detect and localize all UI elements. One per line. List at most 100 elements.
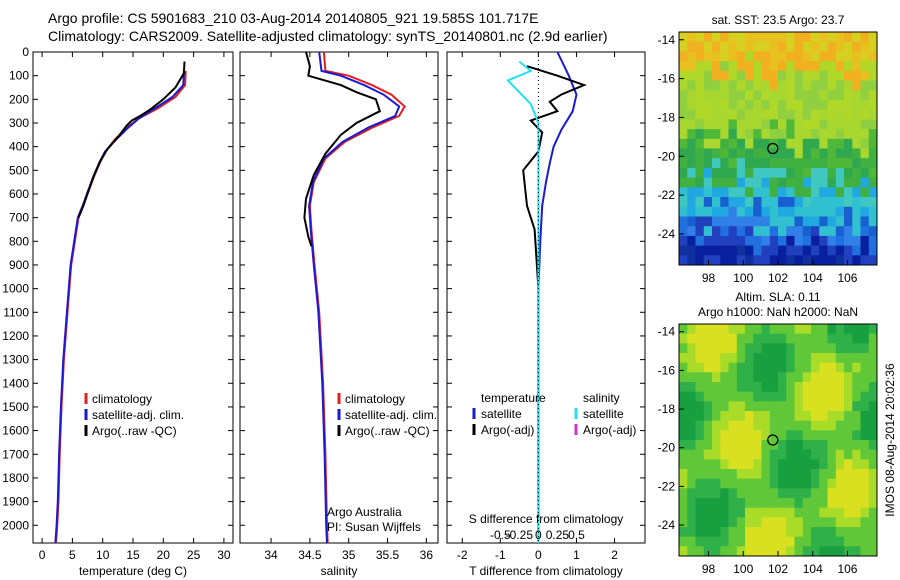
heatmap-cell	[778, 372, 787, 383]
heatmap-cell	[794, 197, 804, 208]
heatmap-cell	[794, 167, 804, 179]
heatmap-cell	[811, 32, 820, 43]
heatmap-cell	[736, 498, 746, 509]
heatmap-cell	[687, 507, 697, 518]
heatmap-cell	[769, 469, 779, 480]
heatmap-cell	[695, 41, 705, 52]
heatmap-cell	[819, 469, 829, 480]
heatmap-cell	[712, 469, 721, 480]
heatmap-cell	[811, 527, 820, 538]
heatmap-cell	[844, 138, 853, 150]
heatmap-cell	[753, 245, 763, 256]
heatmap-cell	[703, 70, 713, 82]
heatmap-cell	[778, 138, 787, 150]
heatmap-cell	[720, 411, 730, 422]
heatmap-cell	[860, 119, 870, 130]
heatmap-cell	[835, 148, 845, 159]
annotation-argo-australia: Argo Australia	[327, 505, 402, 519]
heatmap-cell	[703, 536, 713, 547]
heatmap-cell	[687, 100, 697, 111]
heatmap-cell	[844, 517, 853, 528]
heatmap-cell	[753, 343, 763, 354]
heatmap-cell	[827, 226, 837, 237]
heatmap-cell	[811, 90, 820, 101]
x-tick-label-salinity: 34.5	[298, 548, 322, 562]
heatmap-cell	[860, 197, 870, 208]
heatmap-cell	[769, 382, 779, 393]
heatmap-cell	[712, 90, 721, 101]
header-line-2: Climatology: CARS2009. Satellite-adjuste…	[48, 28, 608, 44]
heatmap-cell	[778, 100, 787, 111]
heatmap-cell	[794, 420, 804, 431]
heatmap-cell	[827, 138, 837, 150]
heatmap-cell	[811, 235, 820, 247]
y-tick-label: 1900	[2, 495, 29, 509]
heatmap-cell	[761, 536, 771, 547]
salinity-tick-label: -0.25	[506, 528, 534, 542]
heatmap-cell	[786, 411, 796, 422]
heatmap-cell	[844, 206, 853, 218]
heatmap-cell	[868, 109, 877, 120]
heatmap-cell	[852, 440, 862, 451]
heatmap-cell	[778, 235, 787, 247]
salinity-tick-label: -0.5	[490, 528, 511, 542]
heatmap-cell	[844, 401, 853, 412]
heatmap-cell	[679, 177, 688, 188]
heatmap-cell	[794, 391, 804, 402]
heatmap-cell	[679, 80, 688, 91]
heatmap-cell	[811, 420, 820, 431]
heatmap-cell	[703, 372, 713, 383]
heatmap-cell	[712, 536, 721, 547]
heatmap-cell	[868, 138, 877, 150]
heatmap-cell	[811, 226, 820, 237]
map-y-tick-label: -22	[658, 479, 676, 493]
heatmap-cell	[769, 90, 779, 101]
x-tick-label-temperature: 0	[39, 548, 46, 562]
heatmap-cell	[703, 469, 713, 480]
heatmap-cell	[852, 372, 862, 383]
x-tick-label-differences: 2	[611, 548, 618, 562]
heatmap-cell	[811, 449, 820, 460]
heatmap-cell	[736, 546, 746, 556]
heatmap-cell	[695, 90, 705, 101]
heatmap-cell	[679, 216, 688, 227]
heatmap-cell	[761, 61, 771, 72]
heatmap-cell	[819, 498, 829, 509]
heatmap-cell	[835, 449, 845, 460]
legend-label-s-sat: satellite	[583, 407, 624, 421]
heatmap-cell	[802, 158, 812, 169]
heatmap-cell	[687, 440, 697, 451]
heatmap-cell	[712, 255, 721, 265]
heatmap-cell	[728, 51, 738, 62]
heatmap-cell	[844, 129, 853, 140]
heatmap-cell	[695, 226, 705, 237]
heatmap-cell	[802, 167, 812, 179]
heatmap-cell	[827, 119, 837, 130]
heatmap-cell	[860, 517, 870, 528]
heatmap-cell	[769, 216, 779, 227]
argo-position-marker	[767, 142, 779, 155]
heatmap-cell	[802, 245, 812, 256]
heatmap-cell	[687, 138, 697, 150]
heatmap-cell	[753, 197, 763, 208]
heatmap-cell	[745, 411, 754, 422]
heatmap-cell	[720, 206, 730, 218]
heatmap-cell	[745, 177, 754, 188]
x-tick-label-salinity: 35	[342, 548, 356, 562]
heatmap-cell	[860, 527, 870, 538]
heatmap-cell	[728, 343, 738, 354]
heatmap-cell	[720, 488, 730, 499]
heatmap-cell	[868, 469, 877, 480]
heatmap-cell	[703, 449, 713, 460]
heatmap-cell	[720, 90, 730, 101]
heatmap-cell	[860, 498, 870, 509]
map-y-tick-label: -20	[658, 149, 676, 163]
heatmap-cell	[827, 197, 837, 208]
heatmap-cell	[720, 148, 730, 159]
heatmap-cell	[844, 343, 853, 354]
heatmap-cell	[745, 167, 754, 179]
heatmap-cell	[802, 401, 812, 412]
heatmap-cell	[819, 226, 829, 237]
heatmap-cell	[761, 109, 771, 120]
heatmap-cell	[745, 391, 754, 402]
